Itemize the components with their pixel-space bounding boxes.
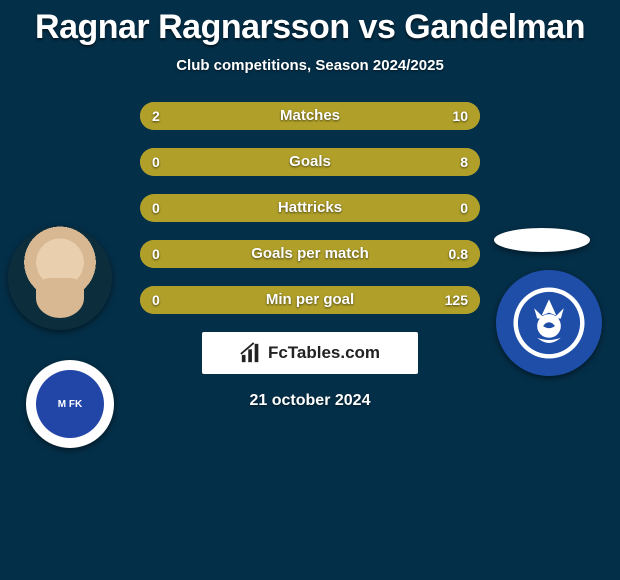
feather-headdress-icon	[512, 286, 586, 360]
subtitle: Club competitions, Season 2024/2025	[0, 57, 620, 74]
stat-value-right: 10	[452, 102, 468, 130]
club-left-crest-label: M FK	[36, 370, 104, 438]
stat-bars: 2Matches100Goals80Hattricks00Goals per m…	[140, 102, 480, 314]
stat-row: 0Goals per match0.8	[140, 240, 480, 268]
stat-label: Hattricks	[140, 194, 480, 222]
player-right-avatar	[494, 228, 590, 252]
player-left-avatar	[8, 226, 112, 330]
stat-label: Min per goal	[140, 286, 480, 314]
comparison-panel: M FK 2Matches100Goals80Hattricks00Goals …	[0, 102, 620, 410]
club-right-crest	[496, 270, 602, 376]
stat-value-right: 0.8	[449, 240, 468, 268]
stat-row: 0Goals8	[140, 148, 480, 176]
club-left-crest: M FK	[26, 360, 114, 448]
branding-text: FcTables.com	[268, 343, 380, 363]
stat-label: Goals	[140, 148, 480, 176]
bar-chart-icon	[240, 342, 262, 364]
branding-badge: FcTables.com	[202, 332, 418, 374]
page-title: Ragnar Ragnarsson vs Gandelman	[0, 0, 620, 47]
stat-row: 0Hattricks0	[140, 194, 480, 222]
stat-row: 0Min per goal125	[140, 286, 480, 314]
stat-value-right: 125	[445, 286, 468, 314]
stat-label: Matches	[140, 102, 480, 130]
stat-value-right: 8	[460, 148, 468, 176]
stat-value-right: 0	[460, 194, 468, 222]
stat-label: Goals per match	[140, 240, 480, 268]
stat-row: 2Matches10	[140, 102, 480, 130]
